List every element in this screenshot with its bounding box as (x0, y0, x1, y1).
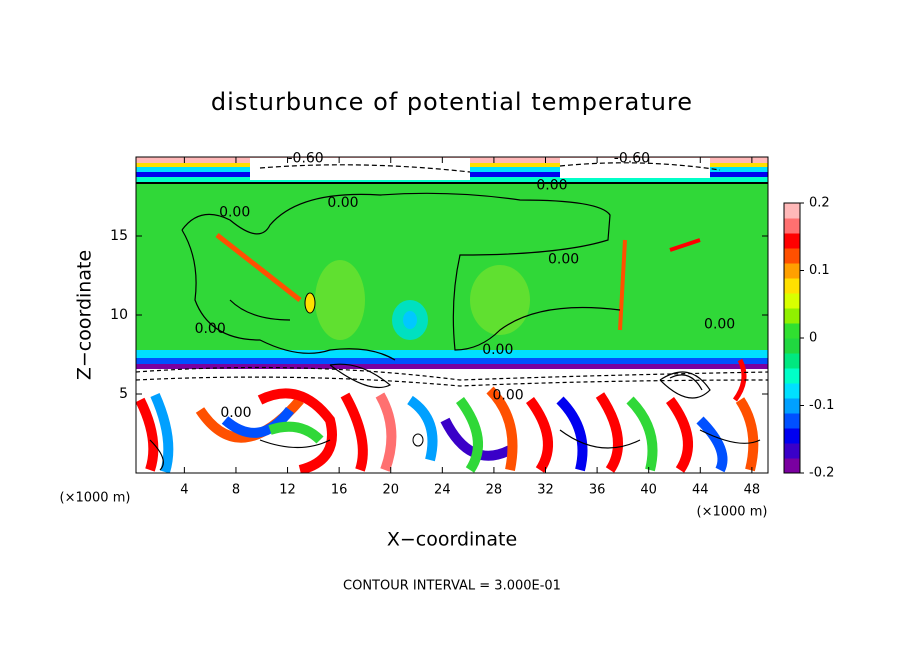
x-tick-label: 28 (486, 483, 503, 498)
x-tick-label: 4 (180, 483, 188, 498)
contour-lines (136, 162, 768, 471)
colorbar-segment (784, 218, 800, 234)
colorbar-segment (784, 443, 800, 459)
contour-label: 0.00 (195, 321, 226, 337)
colorbar-segment (784, 428, 800, 444)
field (136, 157, 768, 473)
field-band (136, 369, 768, 385)
colorbar-segment (784, 323, 800, 339)
y-tick-label: 10 (110, 307, 128, 323)
colorbar-tick-label: 0.1 (809, 263, 830, 278)
x-tick-label: 44 (692, 483, 709, 498)
contour-label: 0.00 (536, 177, 567, 193)
field-eddies (136, 233, 759, 473)
x-tick-label: 16 (331, 483, 348, 498)
x-tick-label: 24 (434, 483, 451, 498)
contour-label: 0.00 (493, 388, 524, 404)
contour-label: 0.00 (219, 204, 250, 220)
colorbar-tick-label: -0.2 (809, 466, 834, 481)
contour-label: -0.60 (287, 151, 323, 167)
x-unit: (×1000 m) (60, 491, 131, 506)
contour-label: 0.00 (327, 195, 358, 211)
colorbar-tick-label: -0.1 (809, 398, 834, 413)
colorbar-segment (784, 203, 800, 219)
contour-label: 0.00 (548, 252, 579, 268)
x-tick-label: 20 (382, 483, 399, 498)
colorbar-segment (784, 293, 800, 309)
contour-label: 0.00 (704, 316, 735, 332)
colorbar-segment (784, 398, 800, 414)
field-band (136, 364, 768, 369)
field-top (250, 158, 470, 180)
x-tick-label: 8 (232, 483, 240, 498)
colorbar-segment (784, 263, 800, 279)
field-blob (315, 260, 365, 340)
contour-label: 0.00 (220, 405, 251, 421)
colorbar-segment (784, 248, 800, 264)
colorbar-segment (784, 338, 800, 354)
y-axis-label: Z−coordinate (74, 250, 96, 380)
colorbar-segment (784, 458, 800, 474)
colorbar-segment (784, 383, 800, 399)
colorbar-segment (784, 353, 800, 369)
chart-title: disturbunce of potential temperature (211, 88, 693, 116)
x-tick-label: 12 (279, 483, 296, 498)
colorbar-segment (784, 308, 800, 324)
contour-label: 0.00 (482, 342, 513, 358)
x-axis-label: X−coordinate (387, 529, 517, 551)
y-unit: (×1000 m) (697, 505, 768, 520)
y-tick-label: 5 (119, 386, 128, 402)
field-blob (304, 292, 316, 314)
x-tick-label: 32 (537, 483, 554, 498)
field-band (136, 350, 768, 360)
x-tick-label: 48 (744, 483, 761, 498)
field-blob (412, 433, 424, 447)
field-green (136, 183, 768, 363)
colorbar-segment (784, 233, 800, 249)
field-blob (403, 311, 417, 329)
field-band (136, 358, 768, 366)
colorbar-segment (784, 278, 800, 294)
colorbar-segment (784, 368, 800, 384)
colorbar-tick-label: 0 (809, 331, 817, 346)
contour-label: -0.60 (614, 151, 650, 167)
colorbar-tick-label: 0.2 (809, 196, 830, 211)
colorbar-segment (784, 413, 800, 429)
field-blob (470, 265, 530, 335)
x-tick-label: 36 (589, 483, 606, 498)
contour-interval: CONTOUR INTERVAL = 3.000E-01 (343, 579, 561, 594)
x-tick-label: 40 (640, 483, 657, 498)
y-tick-label: 15 (110, 228, 128, 244)
